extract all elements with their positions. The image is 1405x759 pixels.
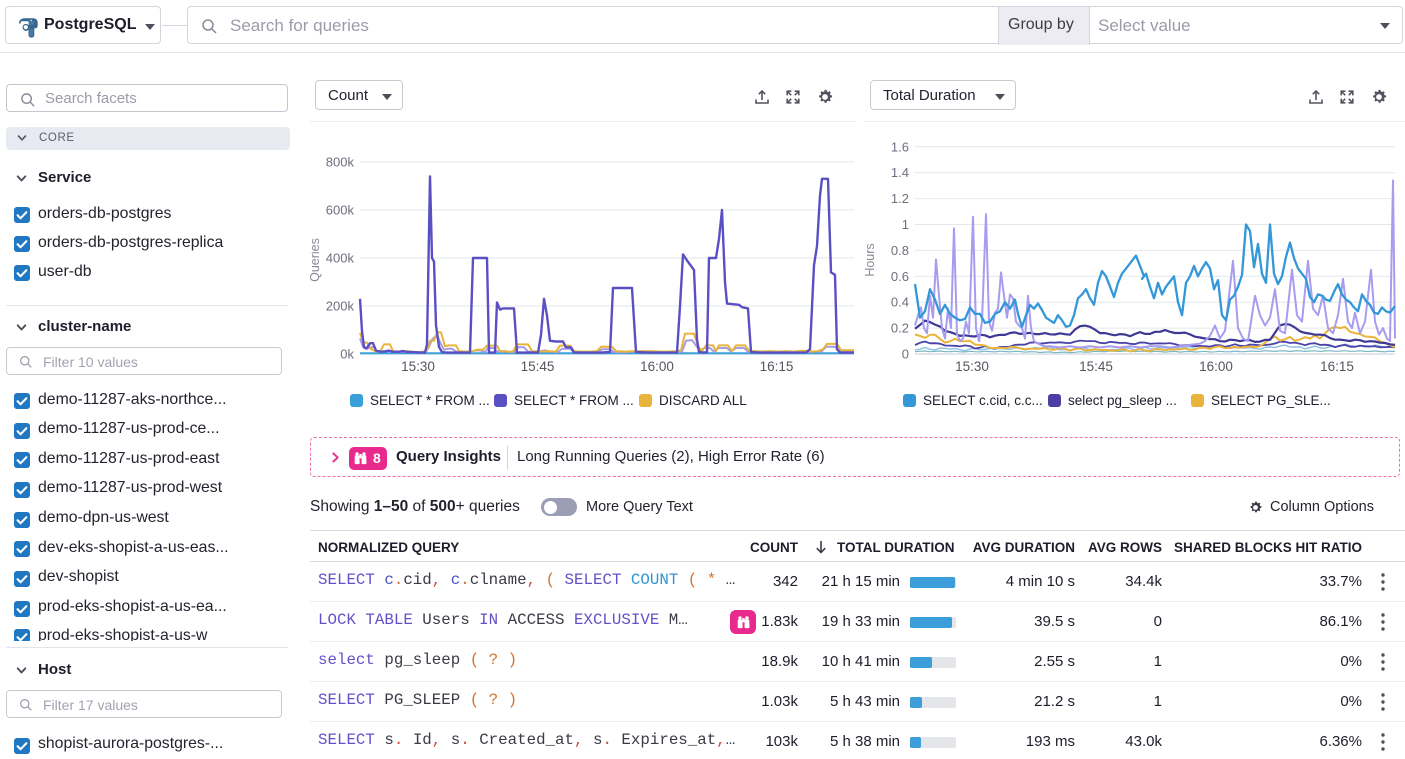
svg-text:Hours: Hours bbox=[865, 243, 877, 276]
svg-text:Queries: Queries bbox=[310, 238, 322, 282]
svg-text:600k: 600k bbox=[326, 203, 355, 218]
svg-text:0.6: 0.6 bbox=[891, 269, 909, 284]
svg-text:0: 0 bbox=[902, 347, 909, 362]
svg-text:400k: 400k bbox=[326, 251, 355, 266]
svg-text:16:15: 16:15 bbox=[760, 359, 794, 374]
svg-text:1.2: 1.2 bbox=[891, 191, 909, 206]
svg-text:select pg_sleep ...: select pg_sleep ... bbox=[1068, 393, 1177, 408]
svg-text:1: 1 bbox=[902, 217, 909, 232]
svg-text:SELECT PG_SLE...: SELECT PG_SLE... bbox=[1211, 393, 1331, 408]
svg-text:15:30: 15:30 bbox=[401, 359, 435, 374]
svg-text:200k: 200k bbox=[326, 299, 355, 314]
svg-text:0k: 0k bbox=[340, 347, 354, 362]
svg-text:0.4: 0.4 bbox=[891, 295, 909, 310]
svg-text:1.4: 1.4 bbox=[891, 165, 909, 180]
svg-text:0.8: 0.8 bbox=[891, 243, 909, 258]
svg-text:15:30: 15:30 bbox=[955, 359, 989, 374]
svg-text:16:00: 16:00 bbox=[640, 359, 674, 374]
svg-text:16:15: 16:15 bbox=[1320, 359, 1354, 374]
svg-text:0.2: 0.2 bbox=[891, 321, 909, 336]
svg-text:SELECT c.cid, c.c...: SELECT c.cid, c.c... bbox=[923, 393, 1043, 408]
svg-text:SELECT * FROM ...: SELECT * FROM ... bbox=[514, 393, 634, 408]
svg-text:16:00: 16:00 bbox=[1199, 359, 1233, 374]
svg-text:15:45: 15:45 bbox=[521, 359, 555, 374]
svg-text:DISCARD ALL: DISCARD ALL bbox=[659, 393, 747, 408]
svg-text:SELECT * FROM ...: SELECT * FROM ... bbox=[370, 393, 490, 408]
svg-text:800k: 800k bbox=[326, 155, 355, 170]
svg-text:1.6: 1.6 bbox=[891, 139, 909, 154]
svg-text:15:45: 15:45 bbox=[1079, 359, 1113, 374]
